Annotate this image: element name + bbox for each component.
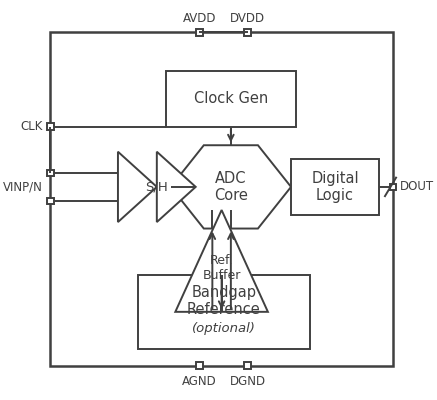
Text: ADC
Core: ADC Core (214, 171, 248, 203)
Bar (47, 170, 54, 176)
Text: DGND: DGND (229, 375, 266, 388)
Bar (390, 184, 396, 190)
Text: (optional): (optional) (192, 322, 256, 335)
Polygon shape (157, 152, 196, 222)
Bar (196, 362, 203, 369)
Text: S/H: S/H (146, 180, 168, 193)
Text: VINP/N: VINP/N (3, 180, 43, 193)
Bar (166, 71, 296, 127)
Bar (47, 198, 54, 204)
Bar (50, 32, 393, 366)
Bar (47, 124, 54, 130)
Text: DVDD: DVDD (230, 12, 265, 25)
Text: Clock Gen: Clock Gen (194, 92, 268, 106)
Bar (244, 362, 251, 369)
Polygon shape (118, 152, 157, 222)
Text: CLK: CLK (21, 120, 43, 133)
Text: Ref.
Buffer: Ref. Buffer (202, 254, 241, 282)
Bar (139, 275, 309, 349)
Text: Digital
Logic: Digital Logic (311, 171, 359, 203)
Text: Bandgap
Reference: Bandgap Reference (187, 284, 261, 317)
Bar (196, 29, 203, 36)
Polygon shape (175, 210, 268, 312)
Text: DOUT: DOUT (400, 180, 434, 193)
Text: AVDD: AVDD (183, 12, 216, 25)
Polygon shape (171, 145, 291, 228)
Bar (291, 159, 379, 215)
Text: AGND: AGND (182, 375, 217, 388)
Bar (244, 29, 251, 36)
